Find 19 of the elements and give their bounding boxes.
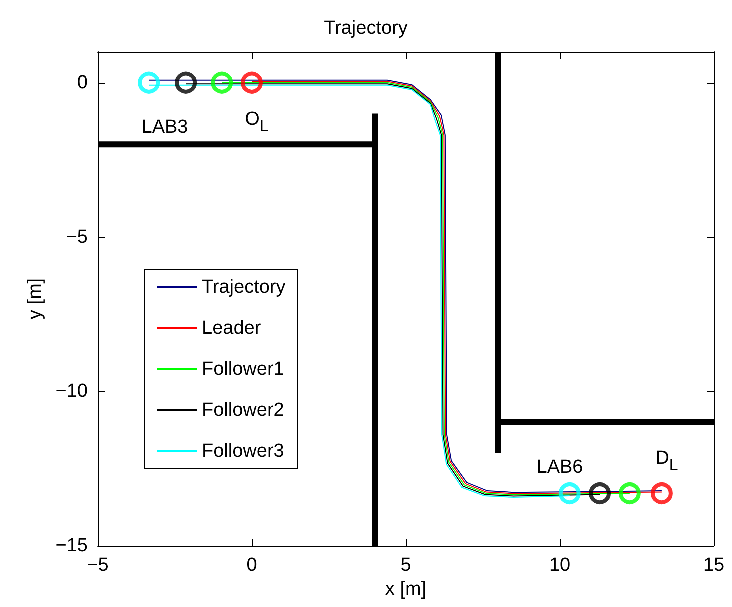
y-tick-label: 0 [77,72,88,94]
x-tick-label: −5 [87,555,109,576]
legend-label: Follower3 [202,441,284,462]
chart-title: Trajectory [324,18,408,39]
y-tick-label: −5 [66,226,88,248]
x-tick-label: 0 [246,555,258,576]
legend-label: Follower1 [202,359,284,380]
y-tick-label: −10 [56,381,88,402]
x-tick-label: 10 [549,555,571,576]
y-axis-title: y [m] [24,278,46,320]
y-tick-label: −15 [56,536,88,556]
x-tick-label: 15 [703,555,725,576]
x-tick-label: 5 [400,555,412,576]
x-axis-title: x [m] [385,578,427,600]
legend-label: Follower2 [202,400,284,421]
annotation: LAB3 [142,117,188,138]
annotation: LAB6 [536,457,584,478]
legend-label: Leader [202,318,262,339]
legend-label: Trajectory [202,277,286,298]
